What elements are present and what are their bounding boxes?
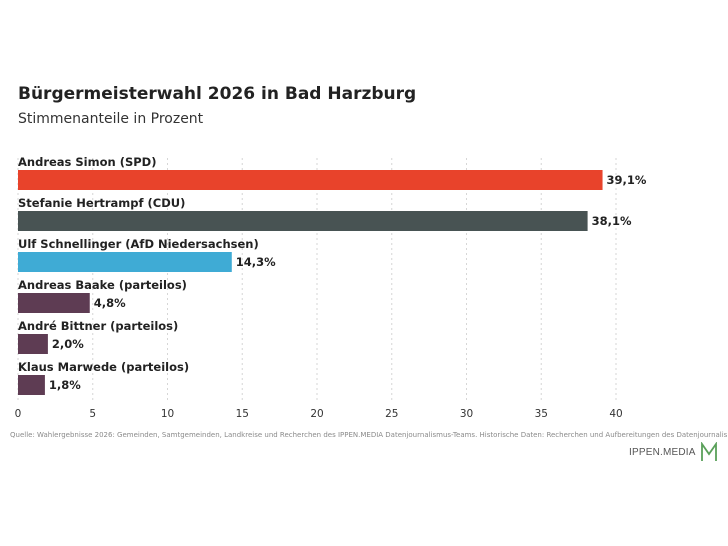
category-label: André Bittner (parteilos) [18, 319, 178, 333]
x-tick-label: 10 [161, 408, 174, 420]
value-label: 38,1% [592, 214, 632, 228]
chart-title: Bürgermeisterwahl 2026 in Bad Harzburg [18, 84, 417, 104]
category-label: Stefanie Hertrampf (CDU) [18, 196, 185, 210]
category-label: Ulf Schnellinger (AfD Niedersachsen) [18, 237, 259, 251]
bar [18, 170, 603, 190]
chart-subtitle: Stimmenanteile in Prozent [18, 111, 204, 127]
bar [18, 334, 48, 354]
x-tick-label: 30 [460, 408, 473, 420]
x-tick-label: 5 [89, 408, 96, 420]
ippen-media-logo: IPPEN.MEDIA [629, 442, 718, 462]
source-note: Quelle: Wahlergebnisse 2026: Gemeinden, … [10, 431, 728, 439]
value-label: 14,3% [236, 255, 276, 269]
x-tick-label: 35 [535, 408, 548, 420]
bar [18, 252, 232, 272]
x-tick-label: 40 [609, 408, 622, 420]
value-label: 4,8% [94, 296, 126, 310]
bar [18, 293, 90, 313]
bar [18, 375, 45, 395]
category-label: Andreas Baake (parteilos) [18, 278, 187, 292]
value-label: 1,8% [49, 378, 81, 392]
value-label: 2,0% [52, 337, 84, 351]
bar [18, 211, 588, 231]
bar-chart: Andreas Simon (SPD) 39,1% Stefanie Hertram… [15, 155, 647, 420]
m-logo-icon [700, 442, 717, 461]
x-tick-label: 15 [236, 408, 249, 420]
value-label: 39,1% [607, 173, 647, 187]
x-tick-label: 25 [385, 408, 398, 420]
x-tick-label: 0 [15, 408, 22, 420]
x-tick-label: 20 [310, 408, 323, 420]
category-label: Klaus Marwede (parteilos) [18, 360, 189, 374]
category-label: Andreas Simon (SPD) [18, 155, 156, 169]
logo-text: IPPEN.MEDIA [629, 446, 696, 458]
